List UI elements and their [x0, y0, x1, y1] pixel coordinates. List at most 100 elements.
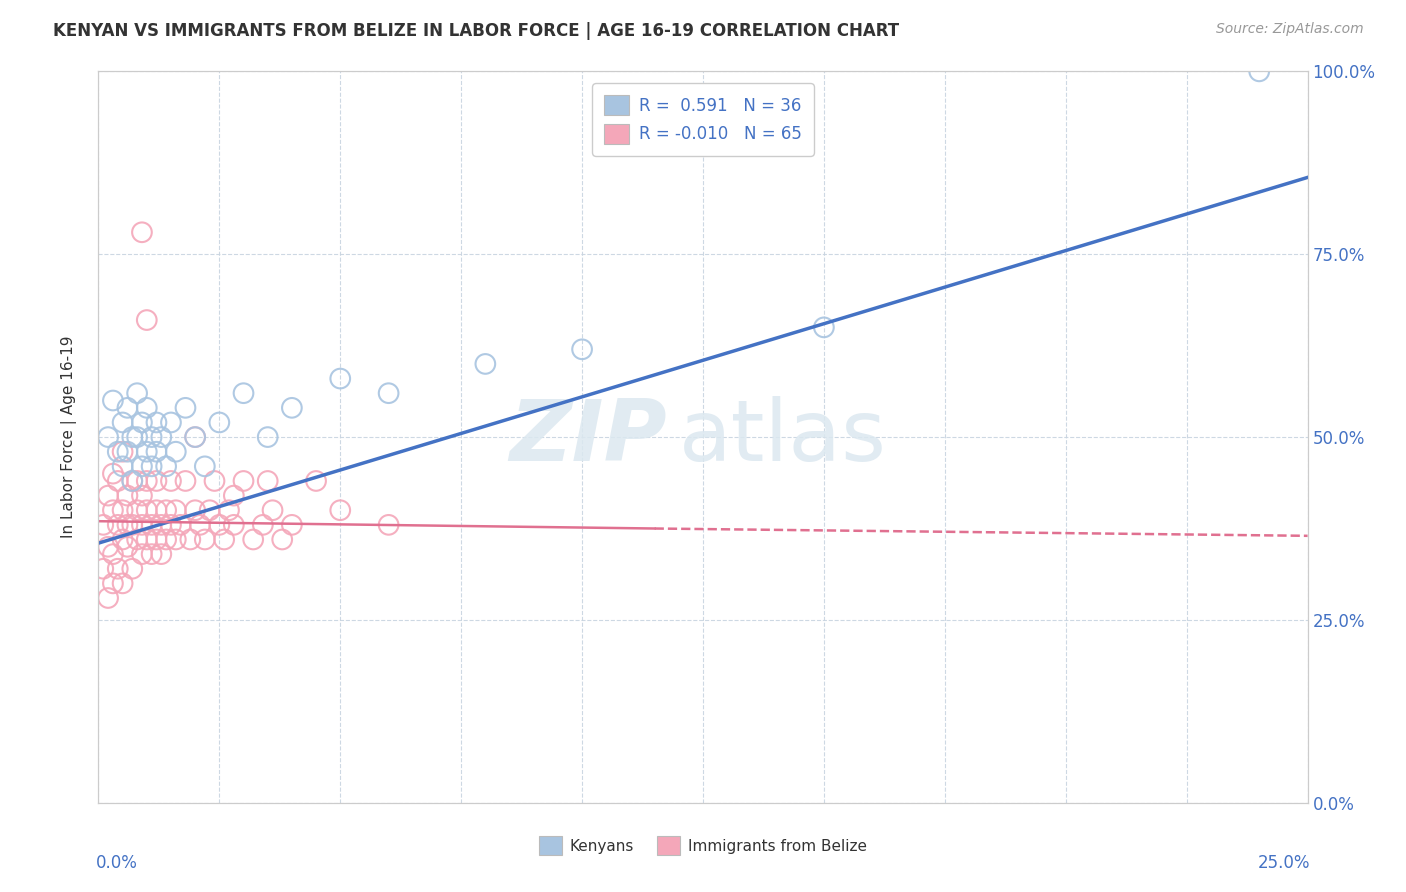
Point: [377, 517, 399, 532]
Point: [141, 459, 163, 474]
Point: [281, 401, 304, 415]
Point: [194, 533, 217, 547]
Point: [155, 459, 177, 474]
Point: [131, 547, 153, 561]
Point: [97, 591, 120, 605]
Point: [135, 474, 157, 488]
Point: [127, 474, 149, 488]
Point: [165, 533, 187, 547]
Point: [131, 416, 153, 430]
Point: [135, 313, 157, 327]
Point: [813, 320, 835, 334]
Point: [377, 386, 399, 401]
Text: ZIP: ZIP: [509, 395, 666, 479]
Point: [127, 503, 149, 517]
Point: [121, 562, 143, 576]
Point: [131, 459, 153, 474]
Point: [121, 474, 143, 488]
Text: 25.0%: 25.0%: [1257, 854, 1310, 872]
Point: [111, 576, 134, 591]
Point: [155, 503, 177, 517]
Point: [194, 459, 217, 474]
Point: [160, 474, 183, 488]
Point: [135, 503, 157, 517]
Point: [165, 503, 187, 517]
Point: [150, 547, 173, 561]
Point: [131, 517, 153, 532]
Point: [127, 430, 149, 444]
Point: [165, 444, 187, 458]
Point: [107, 444, 129, 458]
Point: [145, 533, 167, 547]
Point: [188, 517, 211, 532]
Point: [174, 401, 197, 415]
Point: [222, 489, 245, 503]
Point: [111, 503, 134, 517]
Point: [242, 533, 264, 547]
Point: [121, 474, 143, 488]
Point: [91, 562, 114, 576]
Point: [121, 430, 143, 444]
Point: [111, 459, 134, 474]
Point: [107, 562, 129, 576]
Point: [111, 533, 134, 547]
Point: [141, 517, 163, 532]
Point: [97, 430, 120, 444]
Point: [97, 489, 120, 503]
Point: [474, 357, 496, 371]
Point: [281, 517, 304, 532]
Point: [107, 517, 129, 532]
Point: [256, 474, 278, 488]
Point: [155, 533, 177, 547]
Point: [145, 503, 167, 517]
Point: [141, 547, 163, 561]
Point: [117, 401, 139, 415]
Y-axis label: In Labor Force | Age 16-19: In Labor Force | Age 16-19: [60, 335, 77, 539]
Point: [141, 430, 163, 444]
Point: [111, 416, 134, 430]
Point: [329, 503, 352, 517]
Point: [212, 533, 235, 547]
Point: [222, 517, 245, 532]
Point: [101, 467, 124, 481]
Point: [135, 533, 157, 547]
Point: [305, 474, 328, 488]
Point: [101, 576, 124, 591]
Point: [131, 225, 153, 239]
Point: [198, 503, 221, 517]
Point: [184, 430, 207, 444]
Point: [169, 517, 191, 532]
Point: [271, 533, 294, 547]
Point: [208, 517, 231, 532]
Point: [208, 416, 231, 430]
Point: [160, 517, 183, 532]
Point: [150, 517, 173, 532]
Point: [121, 517, 143, 532]
Point: [252, 517, 274, 532]
Point: [135, 401, 157, 415]
Point: [145, 444, 167, 458]
Point: [127, 533, 149, 547]
Point: [571, 343, 593, 357]
Point: [117, 489, 139, 503]
Point: [101, 503, 124, 517]
Point: [145, 416, 167, 430]
Point: [117, 540, 139, 554]
Point: [117, 444, 139, 458]
Point: [101, 547, 124, 561]
Point: [1249, 64, 1271, 78]
Text: KENYAN VS IMMIGRANTS FROM BELIZE IN LABOR FORCE | AGE 16-19 CORRELATION CHART: KENYAN VS IMMIGRANTS FROM BELIZE IN LABO…: [53, 22, 900, 40]
Text: atlas: atlas: [679, 395, 887, 479]
Legend: Kenyans, Immigrants from Belize: Kenyans, Immigrants from Belize: [533, 830, 873, 861]
Point: [184, 503, 207, 517]
Point: [204, 474, 226, 488]
Point: [101, 393, 124, 408]
Point: [97, 540, 120, 554]
Point: [131, 489, 153, 503]
Point: [111, 444, 134, 458]
Point: [117, 517, 139, 532]
Point: [135, 444, 157, 458]
Point: [329, 371, 352, 385]
Text: 0.0%: 0.0%: [96, 854, 138, 872]
Point: [232, 474, 254, 488]
